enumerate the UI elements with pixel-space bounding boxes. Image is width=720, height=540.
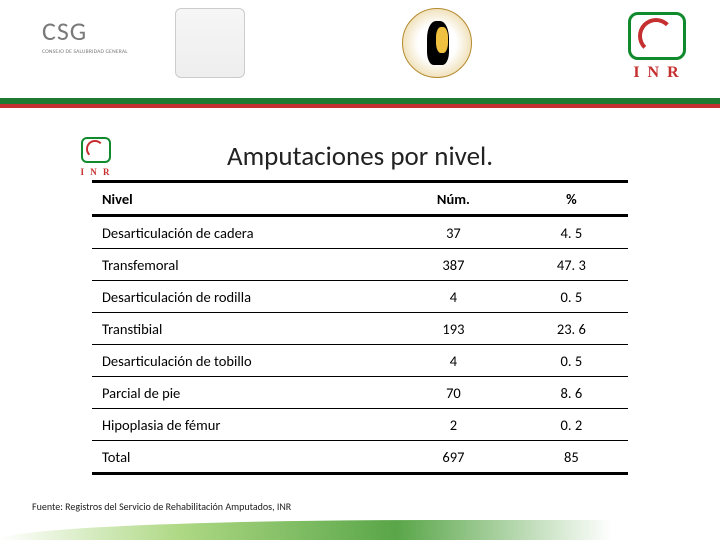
cell-number: 70 (392, 377, 515, 409)
table-body: Desarticulación de cadera374. 5Transfemo… (92, 216, 628, 474)
page-title: Amputaciones por nivel. (0, 140, 720, 173)
cell-pct: 4. 5 (515, 216, 628, 249)
cell-number: 4 (392, 281, 515, 313)
cell-pct: 85 (515, 441, 628, 474)
cell-number: 37 (392, 216, 515, 249)
cell-number: 193 (392, 313, 515, 345)
csg-logo-subtext: CONSEJO DE SALUBRIDAD GENERAL (42, 49, 128, 55)
csg-logo-text: CSG (42, 15, 128, 47)
cell-level: Transtibial (92, 313, 392, 345)
csg-logo: CSG CONSEJO DE SALUBRIDAD GENERAL (42, 15, 128, 55)
table-row: Parcial de pie708. 6 (92, 377, 628, 409)
cell-level: Desarticulación de cadera (92, 216, 392, 249)
cell-number: 4 (392, 345, 515, 377)
cell-level: Total (92, 441, 392, 474)
header-bar: CSG CONSEJO DE SALUBRIDAD GENERAL I N R (0, 0, 720, 95)
cell-number: 387 (392, 249, 515, 281)
cell-level: Hipoplasia de fémur (92, 409, 392, 441)
footer-swoosh-icon (0, 520, 720, 540)
source-footnote: Fuente: Registros del Servicio de Rehabi… (32, 500, 291, 513)
table-header-row: Nivel Núm. % (92, 182, 628, 216)
table-row: Transfemoral38747. 3 (92, 249, 628, 281)
cell-number: 2 (392, 409, 515, 441)
cell-pct: 0. 2 (515, 409, 628, 441)
anm-medal-icon (402, 8, 472, 78)
inr-logo: I N R (620, 8, 694, 82)
table-row: Total69785 (92, 441, 628, 474)
table-row: Desarticulación de rodilla40. 5 (92, 281, 628, 313)
table-row: Desarticulación de tobillo40. 5 (92, 345, 628, 377)
cell-level: Transfemoral (92, 249, 392, 281)
table-row: Transtibial19323. 6 (92, 313, 628, 345)
divider-red (0, 104, 720, 108)
inr-logo-swirl-icon (638, 18, 674, 54)
cell-level: Desarticulación de tobillo (92, 345, 392, 377)
cell-pct: 0. 5 (515, 281, 628, 313)
cell-number: 697 (392, 441, 515, 474)
col-header-number: Núm. (392, 182, 515, 216)
cell-pct: 8. 6 (515, 377, 628, 409)
slide: CSG CONSEJO DE SALUBRIDAD GENERAL I N R … (0, 0, 720, 540)
amputations-table: Nivel Núm. % Desarticulación de cadera37… (92, 180, 628, 475)
cell-level: Desarticulación de rodilla (92, 281, 392, 313)
cell-level: Parcial de pie (92, 377, 392, 409)
table-row: Hipoplasia de fémur20. 2 (92, 409, 628, 441)
inr-logo-text: I N R (620, 64, 694, 82)
col-header-pct: % (515, 182, 628, 216)
table-row: Desarticulación de cadera374. 5 (92, 216, 628, 249)
cell-pct: 47. 3 (515, 249, 628, 281)
cell-pct: 0. 5 (515, 345, 628, 377)
mexico-shield-icon (175, 8, 245, 78)
col-header-level: Nivel (92, 182, 392, 216)
cell-pct: 23. 6 (515, 313, 628, 345)
